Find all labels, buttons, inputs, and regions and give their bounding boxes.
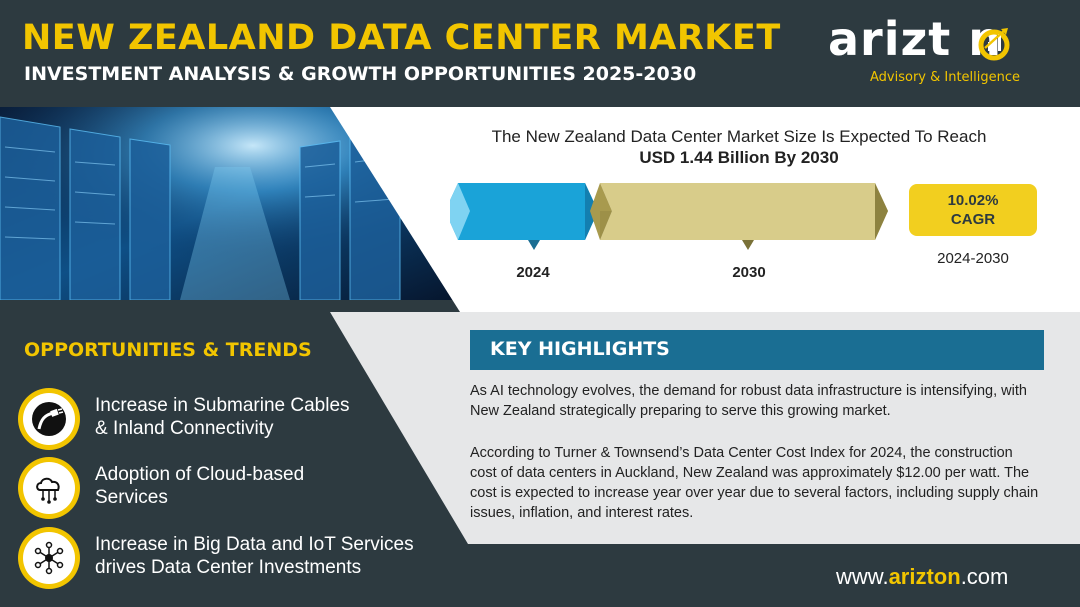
data-center-photo: [0, 107, 460, 300]
opportunities-title: OPPORTUNITIES & TRENDS: [24, 339, 312, 361]
header: NEW ZEALAND DATA CENTER MARKET INVESTMEN…: [0, 0, 1080, 107]
opportunity-item-big-data-iot: Increase in Big Data and IoT Services dr…: [18, 527, 458, 589]
arrow-segment-2024: [450, 183, 598, 240]
network-icon: [34, 541, 64, 575]
growth-arrow-graphic: [450, 183, 888, 250]
opportunity-text-line1: Increase in Big Data and IoT Services: [95, 534, 414, 555]
cagr-value: 10.02%: [947, 192, 999, 209]
opportunity-item-cloud-services: Adoption of Cloud-based Services: [18, 457, 458, 519]
opportunity-item-submarine-cables: Increase in Submarine Cables & Inland Co…: [18, 388, 458, 450]
cagr-label: CAGR: [950, 211, 996, 228]
cloud-icon: [36, 477, 60, 504]
url-prefix: www.: [836, 564, 889, 589]
opportunity-text-line1: Increase in Submarine Cables: [95, 395, 350, 416]
logo-target-icon: [978, 28, 1010, 61]
start-year-label: 2024: [516, 264, 550, 281]
market-size-value: USD 1.44 Billion By 2030: [639, 148, 839, 167]
logo-wordmark: arizt n: [828, 12, 1003, 66]
logo-tagline: Advisory & Intelligence: [870, 70, 1021, 85]
marker-2030: [742, 240, 754, 250]
opportunity-text-line2: & Inland Connectivity: [95, 418, 274, 439]
key-highlights-title: KEY HIGHLIGHTS: [490, 338, 670, 360]
website-link[interactable]: www.arizton.com: [836, 564, 1008, 590]
arizton-logo[interactable]: arizt n Advisory & Intelligence: [828, 12, 1048, 92]
key-highlights-header: KEY HIGHLIGHTS: [470, 330, 1044, 370]
page-subtitle: INVESTMENT ANALYSIS & GROWTH OPPORTUNITI…: [24, 63, 697, 85]
arrow-segment-2030: [600, 183, 888, 240]
market-size-statement: The New Zealand Data Center Market Size …: [491, 127, 987, 146]
highlight-paragraph-1: As AI technology evolves, the demand for…: [470, 383, 1027, 419]
end-year-label: 2030: [732, 264, 766, 281]
opportunity-text-line1: Adoption of Cloud-based: [95, 464, 305, 485]
marker-2024: [528, 240, 540, 250]
cagr-period: 2024-2030: [937, 250, 1009, 267]
opportunity-text-line2: drives Data Center Investments: [95, 557, 362, 578]
cagr-badge: 10.02% CAGR: [909, 184, 1037, 236]
opportunity-text-line2: Services: [95, 487, 168, 508]
page-title: NEW ZEALAND DATA CENTER MARKET: [22, 18, 781, 58]
cable-icon: [32, 402, 66, 436]
url-brand: arizton: [888, 564, 961, 589]
url-suffix: .com: [960, 564, 1009, 589]
highlight-paragraph-2: According to Turner & Townsend’s Data Ce…: [470, 445, 1039, 521]
